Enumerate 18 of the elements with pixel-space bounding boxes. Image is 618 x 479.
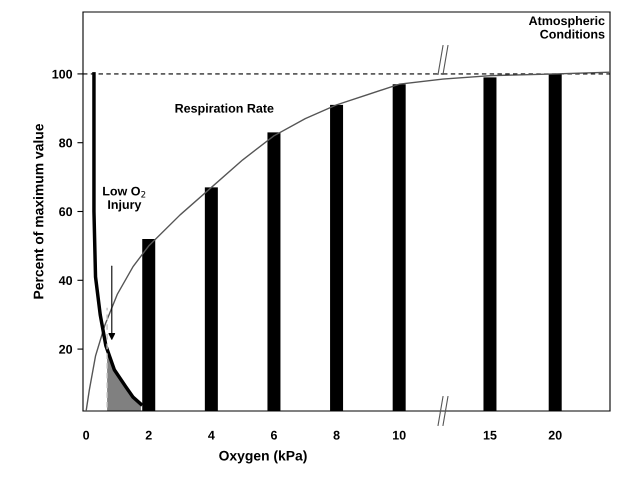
y-tick-label: 80 (59, 138, 72, 148)
x-tick-label: 4 (208, 430, 215, 440)
y-tick-label: 60 (59, 207, 72, 216)
x-tick-label: 8 (333, 430, 340, 440)
y-tick-label: 40 (58, 276, 72, 285)
y-tick-label: 20 (59, 344, 72, 354)
x-tick-label: 0 (83, 430, 90, 440)
annotation: Low O$_{2}$ Injury (103, 186, 146, 212)
x-tick-label: 6 (270, 430, 277, 440)
y-axis-title: Percent of maximum value (33, 124, 44, 299)
annotation: Atmospheric Conditions (528, 16, 605, 39)
series-label: Respiration Rate (175, 104, 274, 116)
x-axis-title: Oxygen (kPa) (219, 450, 307, 464)
x-tick-label: 15 (484, 430, 497, 440)
x-tick-label: 10 (393, 430, 406, 440)
x-tick-label: 2 (146, 430, 152, 440)
x-tick-label: 20 (548, 430, 562, 440)
y-tick-label: 100 (52, 70, 72, 79)
